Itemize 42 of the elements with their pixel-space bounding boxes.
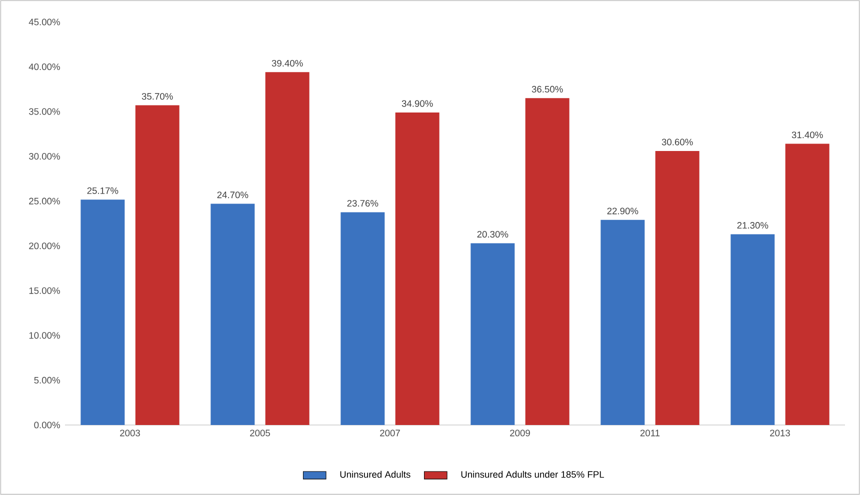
data-label: 22.90% <box>607 208 638 214</box>
y-tick-label: 0.00% <box>34 422 60 428</box>
bar <box>730 234 775 425</box>
bar <box>80 200 125 425</box>
data-label: 23.76% <box>347 200 378 207</box>
data-label: 36.50% <box>532 86 563 93</box>
data-label: 31.40% <box>792 132 823 138</box>
data-label: 39.40% <box>272 60 303 67</box>
y-tick-label: 15.00% <box>29 287 60 294</box>
x-tick-label: 2013 <box>770 430 790 436</box>
bar <box>135 105 180 425</box>
y-tick-label: 20.00% <box>29 242 60 250</box>
y-tick-label: 25.00% <box>29 198 60 204</box>
bar <box>340 212 385 425</box>
data-label: 30.60% <box>662 138 693 146</box>
bar <box>655 150 700 425</box>
bar <box>470 243 515 425</box>
y-tick-label: 5.00% <box>34 376 60 384</box>
bar <box>395 112 440 425</box>
legend-label: Uninsured Adults <box>340 470 410 478</box>
y-tick-label: 35.00% <box>29 108 60 115</box>
y-tick-label: 45.00% <box>28 18 60 26</box>
y-tick-label: 10.00% <box>29 332 60 339</box>
x-tick-label: 2009 <box>510 430 530 436</box>
x-tick-label: 2005 <box>250 430 270 436</box>
legend-label: Uninsured Adults under 185% FPL <box>461 470 604 478</box>
data-label: 25.17% <box>87 187 118 194</box>
data-label: 34.90% <box>402 100 433 107</box>
data-label: 20.30% <box>477 230 508 238</box>
x-tick-label: 2007 <box>380 430 400 436</box>
data-label: 24.70% <box>217 192 248 198</box>
data-label: 35.70% <box>142 93 173 100</box>
y-tick-label: 40.00% <box>28 63 60 70</box>
x-tick-label: 2003 <box>120 430 140 436</box>
y-tick-label: 30.00% <box>29 153 60 160</box>
bar <box>265 72 310 425</box>
bar <box>525 98 570 425</box>
x-tick-label: 2011 <box>640 430 660 436</box>
bar <box>600 220 645 425</box>
bar <box>210 204 255 425</box>
bar <box>785 144 830 425</box>
data-label: 21.30% <box>737 222 768 229</box>
